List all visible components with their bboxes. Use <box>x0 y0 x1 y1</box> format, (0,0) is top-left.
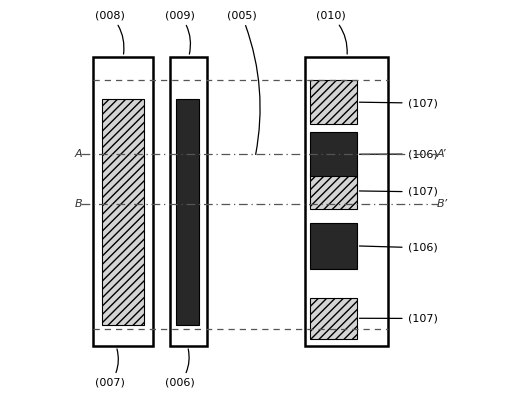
Text: (007): (007) <box>95 349 125 388</box>
Text: (107): (107) <box>359 187 438 197</box>
Text: B’: B’ <box>437 199 448 209</box>
Text: (106): (106) <box>359 243 437 253</box>
Bar <box>310 80 356 124</box>
Text: (010): (010) <box>315 10 347 54</box>
Text: (106): (106) <box>359 149 437 159</box>
Bar <box>305 57 388 346</box>
Text: B: B <box>75 199 82 209</box>
Bar <box>310 173 356 209</box>
Bar <box>102 99 144 325</box>
Text: (006): (006) <box>165 349 195 388</box>
Bar <box>93 57 153 346</box>
Bar <box>310 298 356 338</box>
Text: (107): (107) <box>359 98 438 108</box>
Text: A’: A’ <box>437 149 446 159</box>
Text: (008): (008) <box>95 10 125 54</box>
Text: (009): (009) <box>165 10 195 54</box>
Bar <box>176 99 199 325</box>
Bar <box>310 132 356 176</box>
Text: (107): (107) <box>359 314 438 323</box>
Bar <box>170 57 207 346</box>
Bar <box>310 223 356 269</box>
Text: A: A <box>75 149 82 159</box>
Text: (005): (005) <box>227 10 260 154</box>
